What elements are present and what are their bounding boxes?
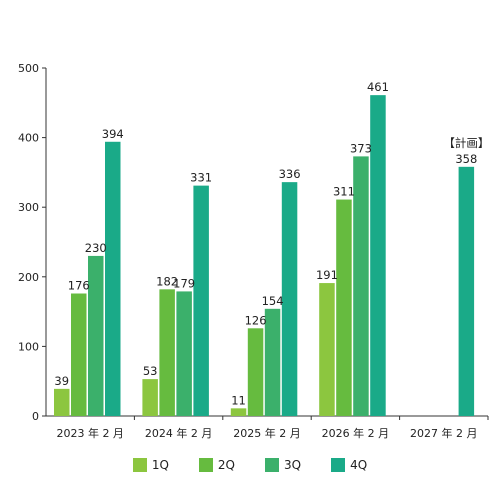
legend-swatch xyxy=(132,458,147,472)
y-axis: 0 100 200 300 400 500 xyxy=(18,62,47,423)
bar-value-label: 230 xyxy=(85,241,107,255)
y-tick-label: 500 xyxy=(18,62,39,75)
x-tick-label: 2024 年 2 月 xyxy=(145,426,212,440)
bar-4q-3 xyxy=(370,95,386,417)
bar-value-label: 39 xyxy=(54,374,69,388)
bar-value-label: 373 xyxy=(350,141,372,155)
y-tick-label: 0 xyxy=(32,410,39,423)
bar-value-label: 179 xyxy=(173,276,195,290)
bar-value-label: 182 xyxy=(156,274,178,288)
y-tick-label: 200 xyxy=(18,271,39,284)
legend-label: 3Q xyxy=(284,458,302,472)
annotations: 【計画】 xyxy=(443,136,489,150)
bar-3q-2 xyxy=(264,308,281,416)
bar-4q-0 xyxy=(105,141,121,416)
bar-value-label: 394 xyxy=(102,127,124,141)
legend-swatch xyxy=(331,458,346,472)
bar-2q-0 xyxy=(71,293,87,416)
bar-4q-1 xyxy=(193,185,209,416)
legend-label: 2Q xyxy=(217,458,235,472)
bar-value-label: 53 xyxy=(143,364,158,378)
bar-value-label: 11 xyxy=(231,393,246,407)
legend-swatch xyxy=(265,458,279,472)
x-axis: 2023 年 2 月 2024 年 2 月 2025 年 2 月 2026 年 2 月… xyxy=(46,415,489,440)
bar-1q-1 xyxy=(142,379,158,416)
bar-4q-2 xyxy=(281,182,298,416)
x-tick-label: 2023 年 2 月 xyxy=(56,426,123,440)
legend-swatch xyxy=(198,458,213,472)
bar-value-label: 154 xyxy=(262,294,284,308)
bars xyxy=(54,95,475,417)
y-tick-label: 100 xyxy=(18,340,39,353)
legend-item-1q: 1Q xyxy=(132,458,169,472)
legend-label: 4Q xyxy=(350,458,368,472)
legend-item-4q: 4Q xyxy=(331,458,367,472)
bar-1q-3 xyxy=(319,283,335,416)
x-tick-label: 2027 年 2 月 xyxy=(410,426,477,440)
bar-2q-2 xyxy=(247,328,264,416)
legend-item-2q: 2Q xyxy=(198,458,235,472)
bar-value-label: 336 xyxy=(279,167,301,181)
x-tick-label: 2026 年 2 月 xyxy=(322,426,389,440)
bar-value-label: 461 xyxy=(367,80,389,94)
bar-value-label: 358 xyxy=(455,152,477,166)
legend-label: 1Q xyxy=(151,458,169,472)
bar-value-label: 311 xyxy=(333,185,355,199)
bar-2q-3 xyxy=(336,199,352,416)
x-tick-label: 2025 年 2 月 xyxy=(233,426,300,440)
bar-2q-1 xyxy=(159,289,175,416)
legend-item-3q: 3Q xyxy=(265,458,301,472)
bar-3q-3 xyxy=(353,156,369,416)
bar-3q-0 xyxy=(88,255,104,416)
bar-4q-4 xyxy=(458,166,475,416)
plan-annotation: 【計画】 xyxy=(443,136,489,150)
bar-3q-1 xyxy=(176,291,192,416)
legend: 1Q 2Q 3Q 4Q xyxy=(0,458,500,472)
bar-value-label: 176 xyxy=(68,279,90,293)
bar-1q-2 xyxy=(230,408,247,416)
bar-1q-0 xyxy=(54,388,70,416)
bar-value-label: 331 xyxy=(190,171,212,185)
bar-value-label: 191 xyxy=(316,268,338,282)
y-tick-label: 300 xyxy=(18,201,39,214)
bar-value-label: 126 xyxy=(245,313,267,327)
y-tick-label: 400 xyxy=(18,132,39,145)
